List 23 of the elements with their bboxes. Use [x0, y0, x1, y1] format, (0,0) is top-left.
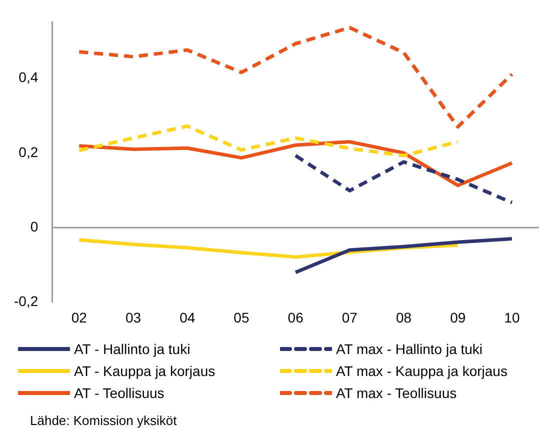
line-series [294, 154, 514, 204]
x-tick-label: 03 [125, 309, 142, 326]
legend-label: AT - Kauppa ja korjaus [74, 363, 216, 379]
legend-label: AT max - Hallinto ja tuki [336, 341, 483, 357]
legend-label: AT - Hallinto ja tuki [74, 341, 190, 357]
y-tick-label: 0,4 [18, 69, 38, 86]
line-series [77, 124, 460, 158]
legend-label: AT max - Kauppa ja korjaus [336, 363, 508, 379]
x-tick-label: 06 [288, 309, 304, 326]
x-tick-label: 10 [504, 309, 520, 326]
y-tick-label: 0,2 [18, 144, 38, 160]
legend-label: AT max - Teollisuus [336, 385, 457, 401]
x-tick-label: 04 [180, 309, 196, 326]
y-tick-label: 0 [30, 218, 38, 234]
x-tick-label: 09 [450, 309, 466, 326]
x-tick-label: 05 [234, 309, 250, 326]
x-tick-label: 08 [396, 309, 412, 326]
legend-label: AT - Teollisuus [74, 385, 164, 401]
y-tick-label: -0,2 [14, 293, 38, 310]
x-tick-label: 02 [71, 309, 88, 326]
x-tick-label: 07 [342, 309, 358, 326]
line-series [77, 26, 514, 129]
text: Lähde: Komission yksiköt [29, 412, 178, 428]
